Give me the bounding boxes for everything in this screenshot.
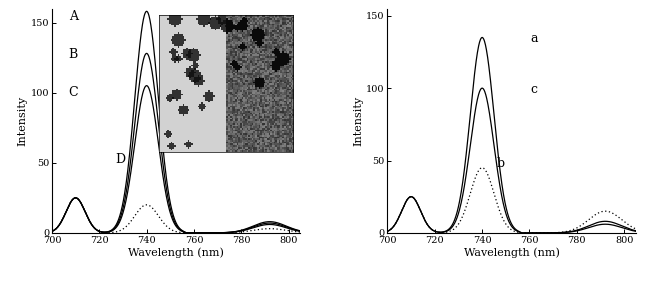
Text: b: b (497, 157, 505, 170)
Text: C: C (68, 86, 78, 99)
X-axis label: Wavelength (nm): Wavelength (nm) (129, 247, 224, 258)
Text: c: c (531, 83, 538, 96)
Text: a: a (530, 32, 538, 45)
Text: B: B (69, 48, 78, 61)
Text: D: D (116, 153, 126, 166)
Y-axis label: Intensity: Intensity (18, 96, 28, 146)
X-axis label: Wavelength (nm): Wavelength (nm) (464, 247, 559, 258)
Y-axis label: Intensity: Intensity (354, 96, 363, 146)
Text: A: A (69, 11, 78, 24)
